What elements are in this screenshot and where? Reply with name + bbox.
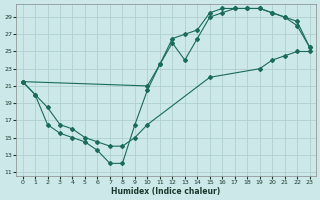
X-axis label: Humidex (Indice chaleur): Humidex (Indice chaleur)	[111, 187, 221, 196]
